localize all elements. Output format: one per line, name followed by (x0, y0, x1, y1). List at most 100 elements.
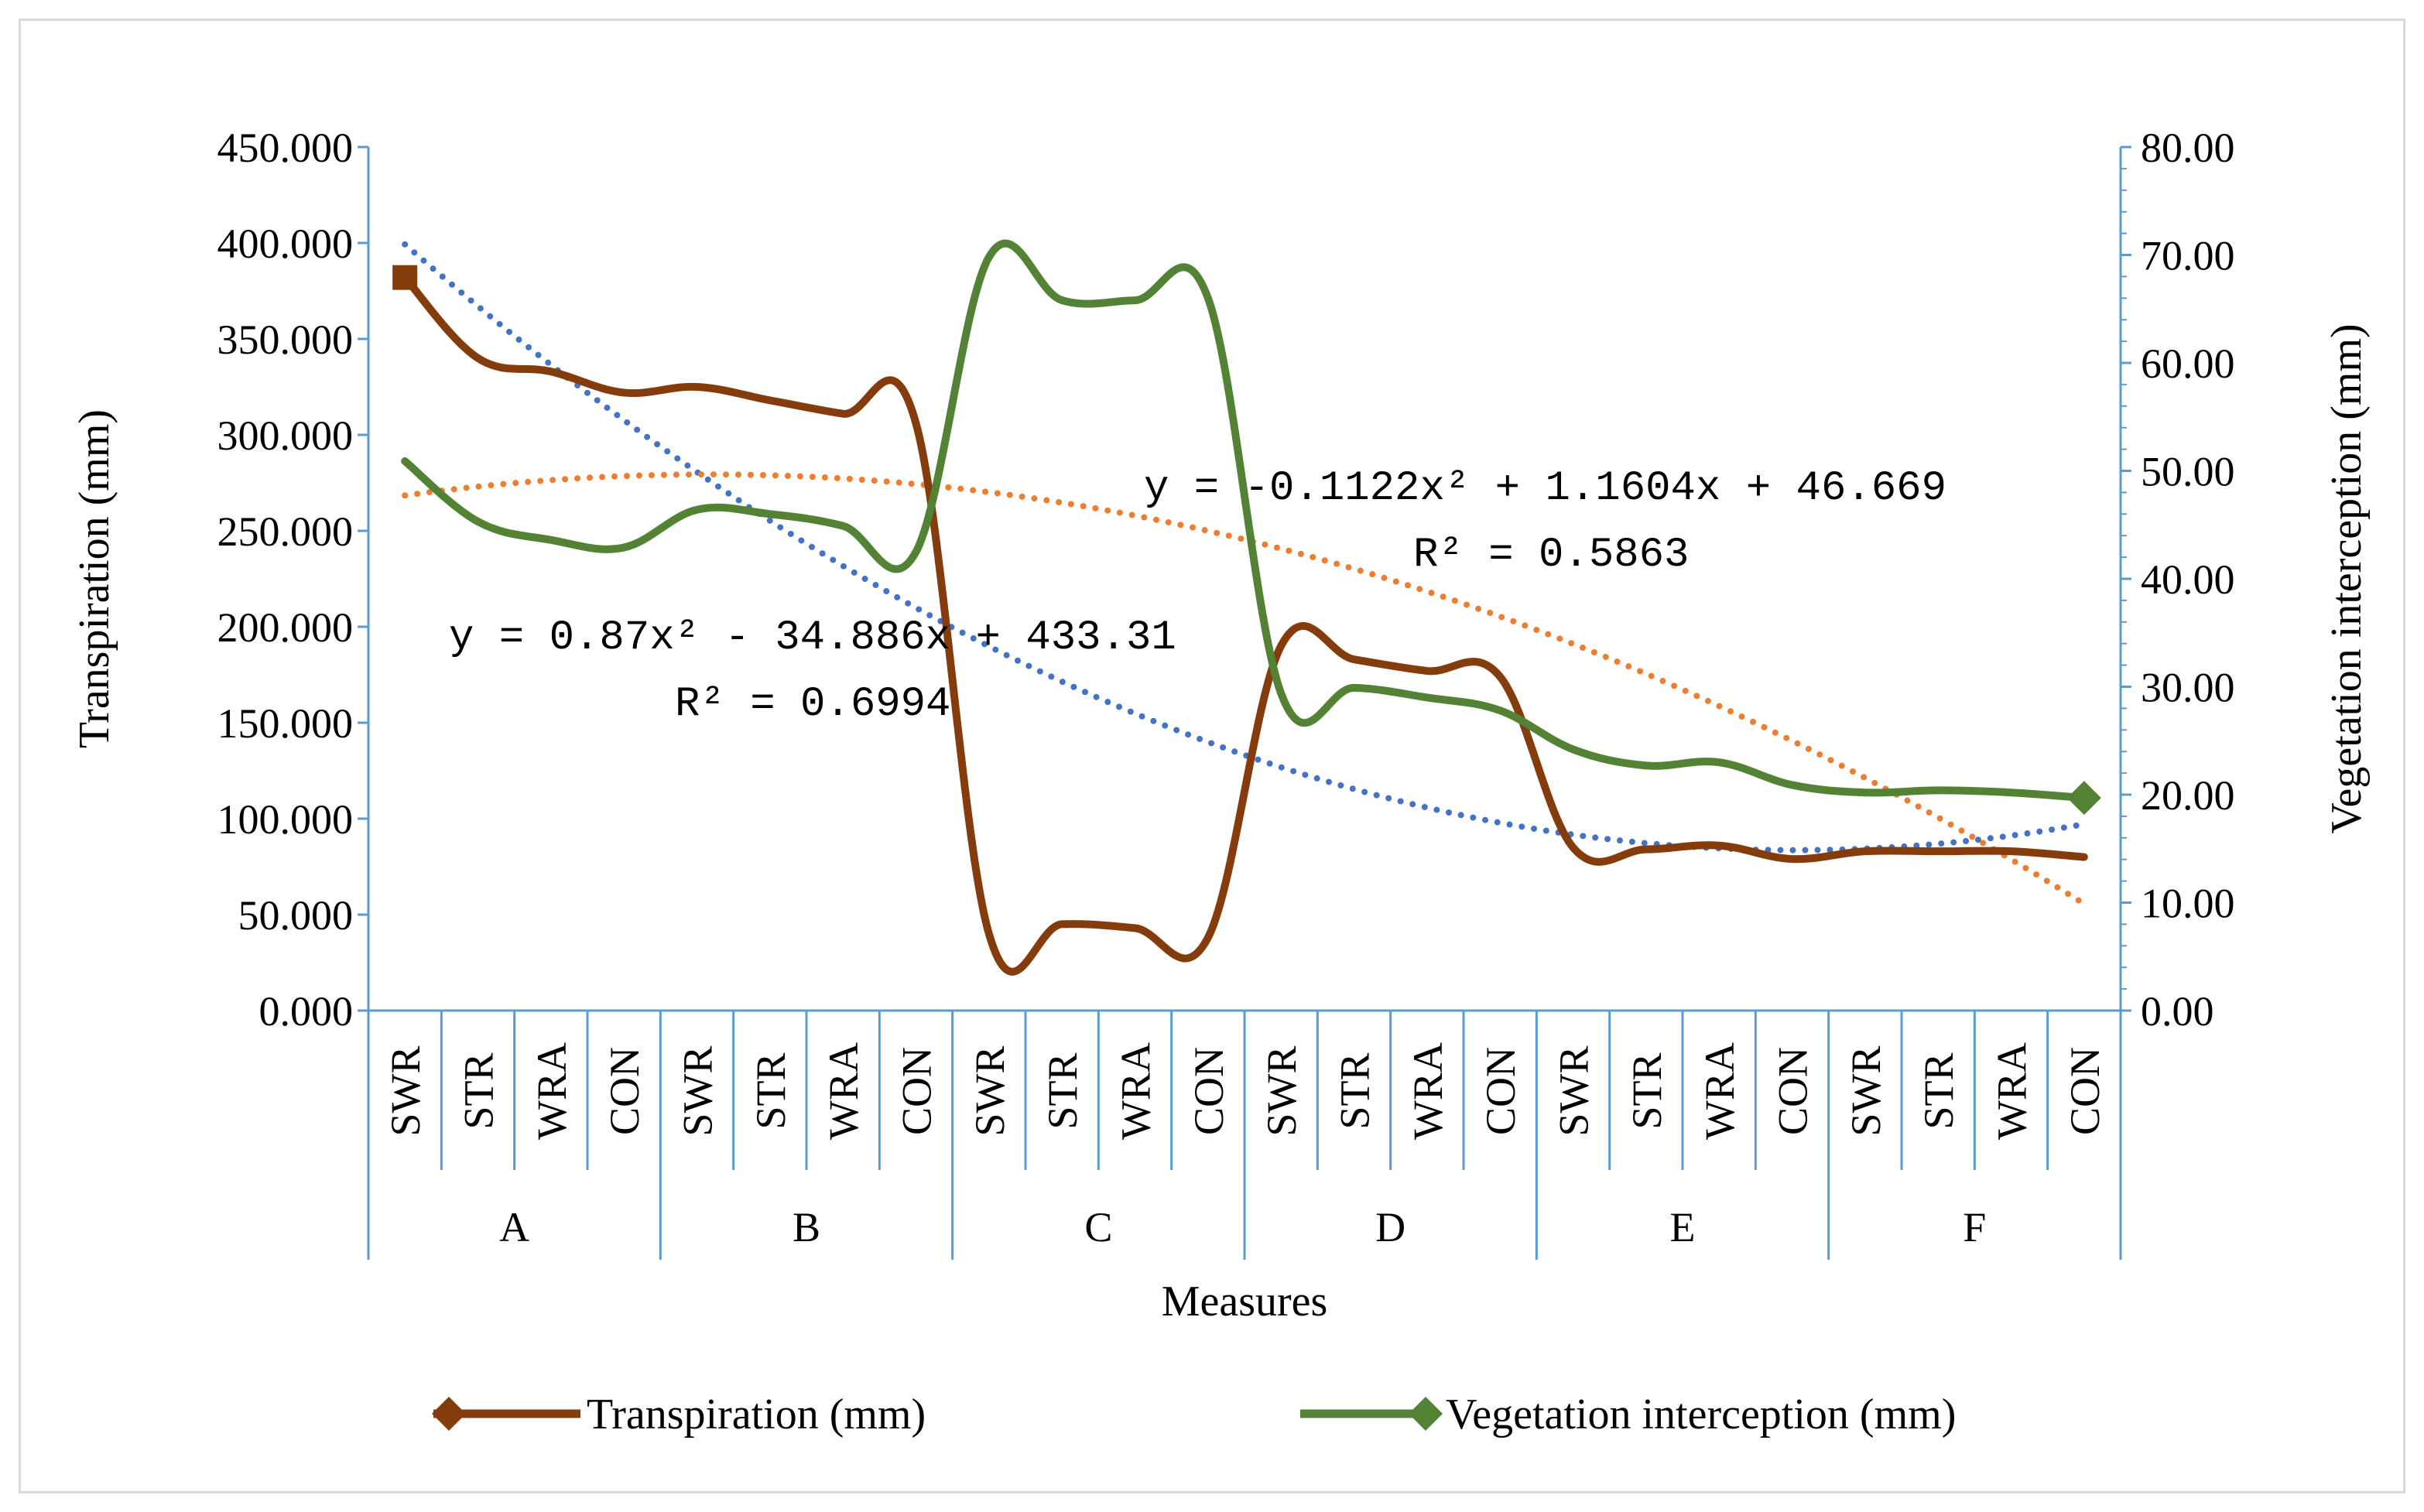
data-point-vegetation-interception (402, 458, 408, 464)
data-point-vegetation-interception (475, 518, 481, 525)
right-tick-label: 50.00 (2141, 449, 2235, 495)
data-point-transpiration (1205, 935, 1211, 941)
left-tick-label: 100.000 (217, 796, 354, 843)
data-point-vegetation-interception (913, 549, 919, 555)
legend-label-vegetation-interception: Vegetation interception (mm) (1446, 1391, 1956, 1438)
x-group-label: D (1375, 1204, 1405, 1250)
x-category-label: SWR (675, 1045, 721, 1136)
x-category-label: STR (1916, 1052, 1962, 1129)
x-ticks: SWR STR WRA CON SWR STR WRA CON SWR STR WRA CON SWR S… (367, 1011, 2122, 1260)
left-tick-label: 300.000 (217, 412, 354, 459)
series-lines (392, 239, 2101, 976)
x-category-label: CON (1186, 1047, 1232, 1135)
x-group-label: E (1670, 1204, 1696, 1250)
left-ticks: 0.000 50.000 100.000 150.000 200.000 250.000 3… (217, 125, 368, 1035)
x-category-label: SWR (967, 1045, 1013, 1136)
y-axis-title-right: Vegetation interception (mm) (2323, 323, 2371, 833)
right-ticks: 0.00 10.00 20.00 30.00 40.00 50.00 60.00 70.00 8… (2121, 125, 2235, 1035)
left-tick-label: 0.000 (259, 988, 354, 1035)
data-point-vegetation-interception (1278, 690, 1284, 696)
trendline-transpiration (402, 241, 2087, 853)
data-point-vegetation-interception (621, 545, 627, 551)
data-point-transpiration (767, 397, 773, 403)
x-category-label: STR (1039, 1052, 1086, 1129)
x-category-label: CON (1477, 1047, 1524, 1135)
data-point-vegetation-interception (1132, 297, 1138, 303)
left-tick-label: 350.000 (217, 316, 354, 363)
trendline-equation-transpiration: y = 0.87x² - 34.886x + 433.31 (449, 614, 1176, 662)
legend-item-transpiration[interactable]: Transpiration (mm) (432, 1391, 926, 1438)
data-point-transpiration (694, 384, 700, 390)
data-point-transpiration (2008, 848, 2015, 854)
data-point-vegetation-interception (1351, 685, 1358, 691)
marker-interception-end (2066, 781, 2101, 816)
chart-frame (19, 19, 2405, 1493)
legend: Transpiration (mm) Vegetation intercepti… (432, 1391, 1956, 1438)
legend-marker-vegetation-interception (1409, 1397, 1443, 1431)
data-point-vegetation-interception (1935, 787, 1941, 793)
data-point-transpiration (548, 368, 554, 375)
data-point-transpiration (1132, 925, 1138, 931)
data-point-transpiration (475, 355, 481, 361)
trendline-vegetation-interception (402, 471, 2087, 907)
x-group-label: C (1084, 1204, 1112, 1250)
x-category-label: WRA (1113, 1042, 1159, 1140)
x-category-label: SWR (382, 1045, 429, 1136)
right-tick-label: 0.00 (2141, 988, 2214, 1035)
series-line-transpiration (401, 273, 2088, 976)
right-tick-label: 40.00 (2141, 556, 2235, 603)
right-tick-label: 10.00 (2141, 881, 2235, 927)
trendlines (402, 241, 2087, 907)
x-category-label: STR (748, 1052, 794, 1129)
left-tick-label: 400.000 (217, 221, 354, 267)
x-category-label: SWR (1843, 1045, 1889, 1136)
left-tick-label: 200.000 (217, 604, 354, 651)
x-category-label: STR (456, 1052, 502, 1129)
data-point-transpiration (1497, 673, 1503, 679)
data-point-vegetation-interception (548, 537, 554, 543)
data-point-vegetation-interception (1570, 746, 1577, 752)
data-point-vegetation-interception (1716, 759, 1722, 765)
y-axis-title-left: Transpiration (mm) (70, 409, 118, 748)
legend-label-transpiration: Transpiration (mm) (587, 1391, 926, 1438)
data-point-vegetation-interception (2008, 789, 2015, 795)
trendline-r2-interception: R² = 0.5863 (1413, 532, 1689, 579)
x-category-label: STR (1332, 1052, 1378, 1129)
x-category-label: SWR (1551, 1045, 1597, 1136)
data-point-transpiration (2081, 854, 2087, 860)
legend-item-vegetation-interception[interactable]: Vegetation interception (mm) (1300, 1391, 1956, 1438)
data-point-transpiration (1351, 656, 1358, 662)
x-category-label: SWR (1258, 1045, 1305, 1136)
x-category-label: WRA (1696, 1042, 1743, 1140)
data-point-transpiration (1935, 848, 1941, 854)
right-tick-label: 80.00 (2141, 125, 2235, 171)
data-point-vegetation-interception (840, 523, 846, 529)
data-point-transpiration (1716, 843, 1722, 849)
data-point-transpiration (1862, 848, 1868, 854)
data-point-transpiration (913, 420, 919, 426)
x-category-label: STR (1624, 1052, 1670, 1129)
data-point-transpiration (1278, 643, 1284, 649)
data-point-vegetation-interception (1862, 789, 1868, 795)
right-tick-label: 30.00 (2141, 665, 2235, 711)
x-group-label: F (1963, 1204, 1986, 1250)
data-point-transpiration (986, 931, 992, 937)
x-group-label: A (499, 1204, 529, 1250)
trendline-equation-interception: y = -0.1122x² + 1.1604x + 46.669 (1144, 465, 1946, 512)
series-line-vegetation-interception (401, 239, 2088, 802)
data-point-transpiration (621, 389, 627, 395)
data-point-vegetation-interception (1643, 762, 1649, 768)
x-axis-title: Measures (1162, 1278, 1328, 1326)
x-group-label: B (793, 1204, 820, 1250)
trendline-r2-transpiration: R² = 0.6994 (675, 681, 950, 728)
data-point-vegetation-interception (1205, 295, 1211, 301)
x-category-label: WRA (820, 1042, 867, 1140)
x-category-label: WRA (529, 1042, 575, 1140)
right-tick-label: 60.00 (2141, 340, 2235, 387)
marker-transpiration-start (392, 265, 418, 290)
data-point-vegetation-interception (694, 507, 700, 513)
data-point-transpiration (1570, 844, 1577, 850)
data-point-vegetation-interception (1789, 782, 1796, 788)
x-category-label: CON (2062, 1047, 2108, 1135)
